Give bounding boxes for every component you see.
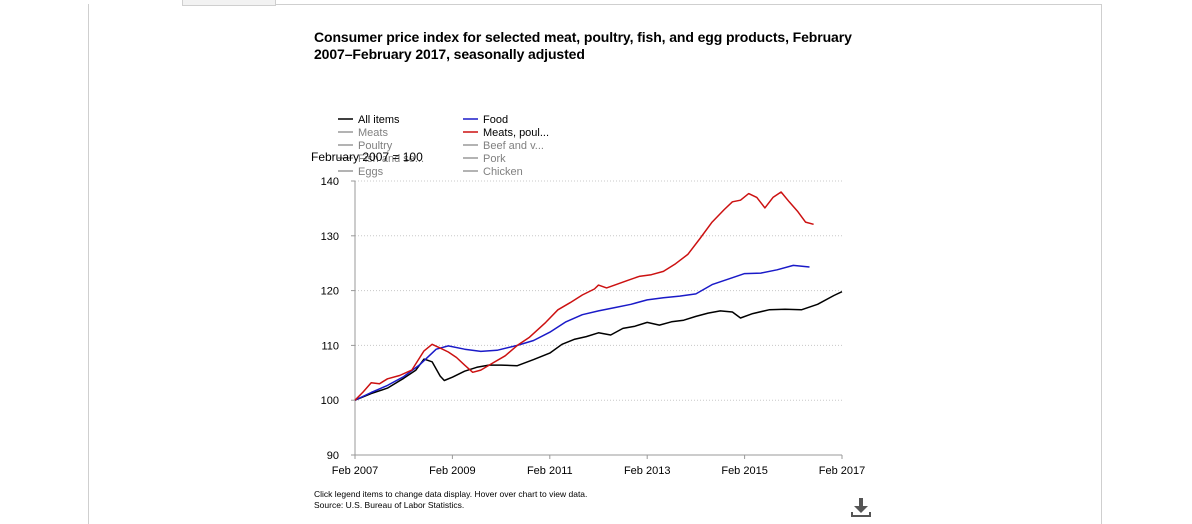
legend-item[interactable]: Meats — [338, 127, 388, 139]
source-note: Source: U.S. Bureau of Labor Statistics. — [314, 500, 465, 510]
legend-item[interactable]: Fish and se... — [338, 153, 424, 165]
axes: 90 100 110 120 130 140 Feb 2007 Feb 2009 Feb 201… — [321, 176, 866, 477]
download-icon — [851, 498, 871, 517]
legend-item[interactable]: Beef and v... — [463, 140, 544, 152]
legend-label: Beef and v... — [483, 140, 544, 152]
legend-label: Poultry — [358, 140, 393, 152]
legend-label: Meats, poul... — [483, 127, 549, 139]
legend-item[interactable]: Eggs — [338, 166, 384, 178]
tab-stub[interactable] — [182, 0, 276, 6]
legend-label: Fish and se... — [358, 153, 424, 165]
series-line-3[interactable] — [354, 191, 814, 401]
legend-item[interactable]: Chicken — [463, 166, 523, 178]
series-line-1[interactable] — [354, 291, 843, 401]
x-tick-label: Feb 2013 — [624, 465, 670, 477]
legend-item[interactable]: Food — [463, 114, 508, 126]
legend-label: Eggs — [358, 166, 384, 178]
legend-item[interactable]: Poultry — [338, 140, 393, 152]
legend-item[interactable]: All items — [338, 114, 400, 126]
legend-item[interactable]: Meats, poul... — [463, 127, 549, 139]
x-tick-label: Feb 2015 — [721, 465, 767, 477]
x-tick-label: Feb 2009 — [429, 465, 475, 477]
y-tick-label: 100 — [321, 395, 339, 407]
legend-label: Food — [483, 114, 508, 126]
legend-label: All items — [358, 114, 400, 126]
legend[interactable]: All items Food Meats Meats, poul... Poultry B… — [338, 114, 549, 178]
x-tick-label: Feb 2007 — [332, 465, 378, 477]
legend-label: Pork — [483, 153, 506, 165]
y-axis-label: February 2007 = 100 — [311, 150, 423, 164]
series-line-2[interactable] — [354, 264, 810, 401]
x-tick-label: Feb 2017 — [819, 465, 865, 477]
y-tick-label: 90 — [327, 450, 339, 462]
legend-label: Chicken — [483, 166, 523, 178]
legend-label: Meats — [358, 127, 388, 139]
frame-top-border — [276, 4, 1102, 5]
y-tick-label: 110 — [321, 340, 339, 352]
content-frame — [88, 4, 1102, 524]
x-tick-label: Feb 2011 — [527, 465, 573, 477]
y-tick-label: 140 — [321, 176, 339, 188]
interaction-note: Click legend items to change data displa… — [314, 489, 588, 499]
grid-lines — [355, 180, 842, 401]
y-tick-label: 130 — [321, 231, 339, 243]
y-tick-label: 120 — [321, 286, 339, 298]
chart-title: Consumer price index for selected meat, … — [314, 29, 852, 62]
series-lines[interactable] — [354, 191, 843, 401]
download-button[interactable] — [849, 496, 873, 518]
legend-item[interactable]: Pork — [463, 153, 506, 165]
